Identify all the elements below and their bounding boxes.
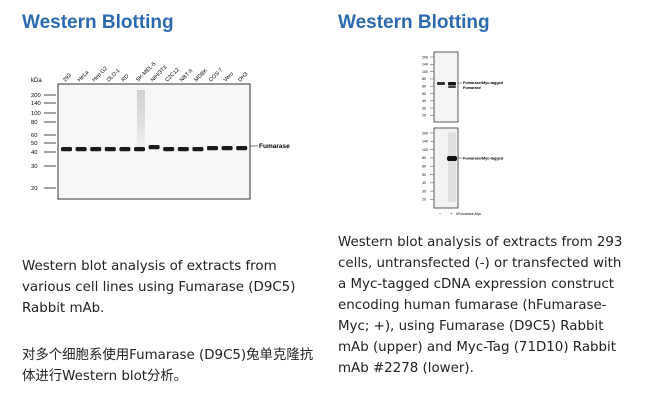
left-mw-marker: 60 <box>31 133 37 139</box>
right-upper-band-1 <box>437 82 445 85</box>
right-mw-marker: 80 <box>422 77 426 81</box>
left-band <box>90 147 102 152</box>
right-upper-band-2 <box>448 82 456 86</box>
left-mw-marker: 140 <box>31 101 41 107</box>
left-lane-label: HeLa <box>77 69 91 83</box>
left-band <box>75 147 87 152</box>
left-mw-marker: 100 <box>31 111 41 117</box>
right-lane-plus: + <box>450 211 453 216</box>
left-smear <box>137 90 145 148</box>
left-band <box>134 147 145 152</box>
right-lower-smear <box>448 132 456 202</box>
left-membrane <box>57 83 251 200</box>
right-mw-marker: 200 <box>422 131 428 135</box>
left-mw-marker: 50 <box>31 141 37 147</box>
left-band-label: Fumarase <box>259 143 290 150</box>
left-band <box>61 147 72 152</box>
right-lane-caption: hFumarase-Myc <box>456 212 482 216</box>
right-mw-marker: 20 <box>422 114 426 118</box>
left-kda-label: kDa <box>31 78 42 84</box>
left-caption-en: Western blot analysis of extracts from v… <box>22 259 296 316</box>
left-lane-label: RD <box>121 74 131 84</box>
left-band <box>236 146 248 151</box>
right-mw-marker: 30 <box>422 189 426 193</box>
left-lane-label: DH3 <box>237 71 249 83</box>
left-band <box>221 146 233 151</box>
right-mw-marker: 40 <box>422 99 426 103</box>
left-band <box>104 147 116 152</box>
right-mw-marker: 100 <box>422 148 428 152</box>
left-caption-cn: 对多个细胞系使用Fumarase (D9C5)兔单克隆抗体进行Western b… <box>22 348 314 384</box>
right-lower-label: Fumarase/Myc-tagged <box>463 157 504 161</box>
left-band <box>163 147 175 152</box>
right-mw-marker: 100 <box>422 70 428 74</box>
right-lane-minus: − <box>439 211 442 216</box>
left-heading: Western Blotting <box>22 12 174 33</box>
left-mw-marker: 80 <box>31 120 37 126</box>
right-mw-marker: 200 <box>422 55 428 59</box>
right-mw-marker: 40 <box>422 181 426 185</box>
left-band <box>148 145 160 150</box>
right-mw-marker: 20 <box>422 198 426 202</box>
left-band <box>119 147 131 152</box>
left-mw-marker: 20 <box>31 186 37 192</box>
left-mw-marker: 200 <box>31 93 41 99</box>
left-band <box>177 147 189 152</box>
left-lane-label: Vero <box>223 71 235 83</box>
right-mw-marker: 60 <box>422 85 426 89</box>
right-upper-band-3 <box>448 86 456 88</box>
left-mw-marker: 30 <box>31 164 37 170</box>
left-lane-label: COS-7 <box>208 67 224 83</box>
right-western-blot: 200 140 100 80 60 50 40 30 20 Fumarase/Myc-tagge… <box>422 51 504 216</box>
right-heading: Western Blotting <box>338 12 490 33</box>
left-lane-label: 293 <box>62 73 73 84</box>
right-upper-label-1: Fumarase/Myc-tagged <box>463 81 504 85</box>
right-mw-marker: 140 <box>422 63 428 67</box>
left-lane-label: MDBK <box>194 68 210 84</box>
right-mw-marker: 50 <box>422 92 426 96</box>
right-upper-label-2: Fumarase <box>463 86 481 90</box>
left-band <box>192 147 204 152</box>
right-mw-marker: 60 <box>422 165 426 169</box>
left-lane-label: NBT-II <box>179 68 195 84</box>
right-mw-marker: 50 <box>422 173 426 177</box>
left-mw-marker: 40 <box>31 150 37 156</box>
right-mw-marker: 80 <box>422 156 426 160</box>
right-mw-marker: 30 <box>422 106 426 110</box>
left-band <box>207 146 218 151</box>
right-mw-marker: 140 <box>422 140 428 144</box>
right-caption-en: Western blot analysis of extracts from 2… <box>338 235 623 376</box>
right-lower-band <box>447 156 457 161</box>
